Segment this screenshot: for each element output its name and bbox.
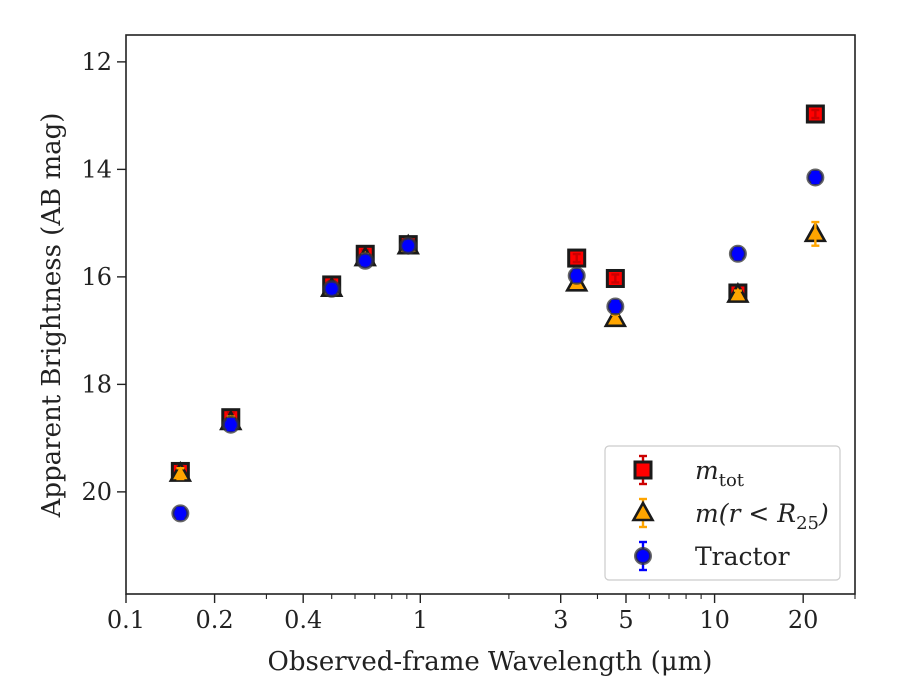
legend-label: mtot [695, 456, 745, 491]
legend-marker [634, 547, 652, 565]
data-marks [168, 104, 828, 523]
x-tick-label: 5 [618, 606, 633, 634]
error-bar [404, 240, 413, 251]
y-tick-label: 12 [81, 48, 112, 76]
minor-ticks [265, 594, 856, 599]
y-tick-label: 16 [81, 263, 112, 291]
error-bar [811, 220, 820, 247]
legend-marker [633, 460, 653, 480]
y-tick-label: 20 [81, 478, 112, 506]
error-bar [733, 289, 742, 300]
error-bar [733, 247, 742, 261]
legend-box [604, 445, 841, 581]
y-tick-label: 18 [81, 370, 112, 398]
legend-marker [631, 500, 655, 522]
series-circle [171, 168, 825, 523]
x-tick-label: 0.4 [284, 606, 322, 634]
error-bar [811, 170, 820, 185]
error-bar [327, 283, 336, 294]
error-bar [176, 467, 185, 481]
legend-label: Tractor [695, 542, 790, 571]
error-bar [572, 269, 581, 283]
x-tick-label: 10 [699, 606, 730, 634]
error-bar [811, 108, 820, 120]
x-tick-label: 0.2 [196, 606, 234, 634]
legend-label: m(r < R25) [695, 499, 829, 534]
x-axis-label: Observed-frame Wavelength (μm) [268, 647, 713, 677]
x-tick-label: 20 [788, 606, 819, 634]
error-bar [176, 506, 185, 520]
legend-entry: mtot [633, 454, 745, 491]
plot-frame [125, 34, 856, 595]
y-axis-ticks: 12 14 16 18 20 [81, 48, 126, 506]
error-bar [572, 252, 581, 264]
legend-entry: m(r < R25) [631, 497, 829, 534]
legend-entry: Tractor [634, 540, 790, 572]
error-bar [361, 255, 370, 266]
error-bar [611, 299, 620, 314]
error-bar [226, 418, 235, 432]
x-axis-ticks: 0.1 0.2 0.4 1 3 5 10 20 [107, 594, 819, 634]
x-tick-label: 3 [553, 606, 568, 634]
error-bar [611, 273, 620, 284]
y-axis-label: Apparent Brightness (AB mag) [37, 113, 67, 519]
x-tick-label: 1 [413, 606, 428, 634]
y-tick-label: 14 [81, 155, 112, 183]
legend: mtot m(r < R25) Tractor [604, 445, 841, 581]
x-tick-label: 0.1 [107, 606, 145, 634]
